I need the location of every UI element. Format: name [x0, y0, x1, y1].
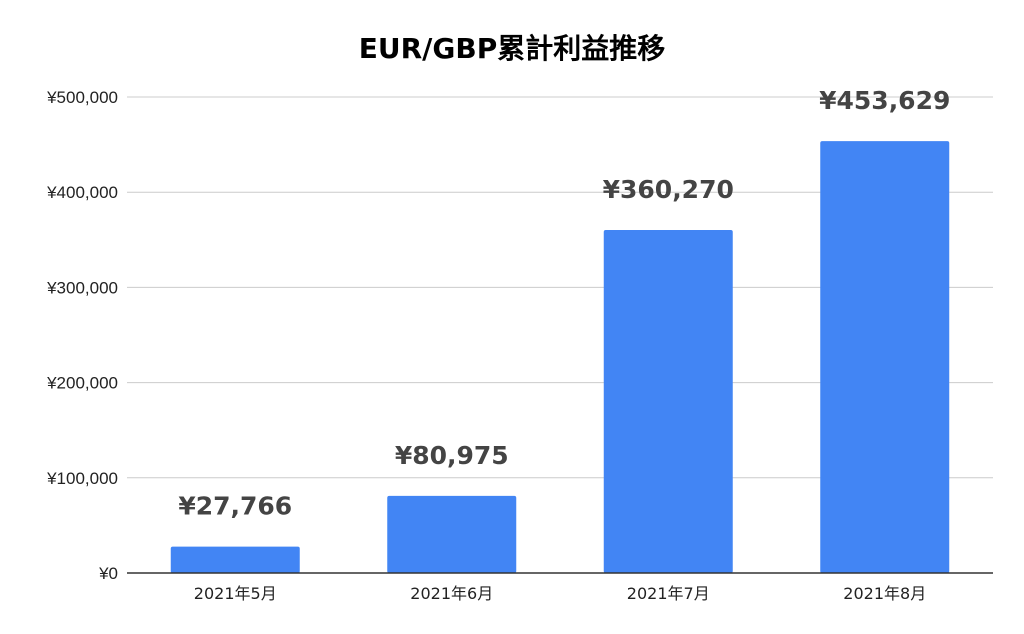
y-tick-label: ¥500,000 [46, 88, 118, 107]
bar [820, 141, 950, 573]
data-label: ¥80,975 [395, 441, 509, 470]
bars [170, 141, 950, 574]
y-tick-label: ¥400,000 [46, 183, 118, 202]
y-tick-label: ¥0 [98, 564, 118, 583]
y-tick-label: ¥300,000 [46, 278, 118, 297]
bar [170, 546, 300, 573]
y-tick-label: ¥200,000 [46, 374, 118, 393]
y-tick-label: ¥100,000 [46, 469, 118, 488]
data-label: ¥360,270 [603, 175, 734, 204]
data-label: ¥453,629 [819, 86, 950, 115]
x-tick-label: 2021年5月 [194, 584, 277, 603]
x-tick-label: 2021年7月 [627, 584, 710, 603]
x-axis: 2021年5月 2021年6月 2021年7月 2021年8月 [127, 572, 993, 603]
x-tick-label: 2021年6月 [410, 584, 493, 603]
data-labels: ¥27,766 ¥80,975 ¥360,270 ¥453,629 [178, 86, 950, 520]
chart-title: EUR/GBP累計利益推移 [359, 32, 666, 65]
bar [387, 495, 517, 573]
bar [603, 230, 733, 574]
data-label: ¥27,766 [178, 492, 292, 521]
x-tick-label: 2021年8月 [843, 584, 926, 603]
y-axis: ¥0 ¥100,000 ¥200,000 ¥300,000 ¥400,000 ¥500,0… [46, 88, 118, 583]
